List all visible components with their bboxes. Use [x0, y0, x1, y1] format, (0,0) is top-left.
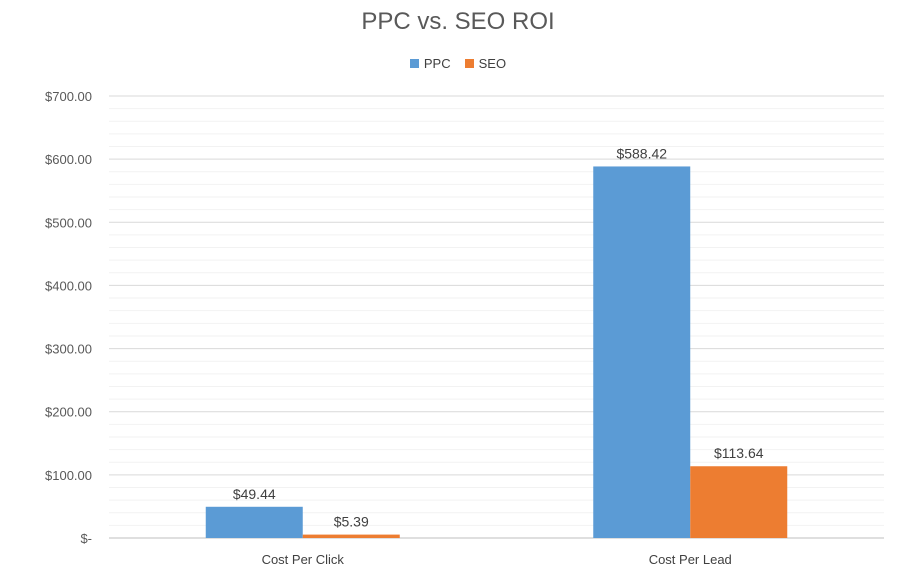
legend-item-seo: SEO — [464, 56, 507, 71]
data-label: $49.44 — [233, 486, 276, 502]
y-tick-label: $- — [80, 531, 92, 546]
legend-label-ppc: PPC — [423, 56, 451, 71]
legend-item-ppc: PPC — [409, 56, 451, 71]
x-category-label: Cost Per Click — [262, 552, 345, 567]
legend-swatch-ppc — [409, 59, 419, 68]
legend: PPC SEO — [0, 56, 916, 71]
legend-swatch-seo — [464, 59, 474, 68]
y-tick-label: $700.00 — [45, 89, 92, 104]
x-category-label: Cost Per Lead — [649, 552, 732, 567]
bar-seo — [302, 534, 400, 538]
y-tick-label: $200.00 — [45, 405, 92, 420]
bar-ppc — [593, 166, 691, 538]
y-tick-label: $500.00 — [45, 215, 92, 230]
bar-ppc — [205, 506, 303, 538]
data-label: $113.64 — [714, 445, 764, 461]
y-tick-label: $400.00 — [45, 278, 92, 293]
data-label: $588.42 — [616, 145, 667, 161]
chart-title: PPC vs. SEO ROI — [361, 8, 555, 35]
y-tick-label: $100.00 — [45, 468, 92, 483]
y-tick-label: $600.00 — [45, 152, 92, 167]
data-label: $5.39 — [334, 514, 369, 530]
y-tick-label: $300.00 — [45, 342, 92, 357]
legend-label-seo: SEO — [478, 56, 507, 71]
bar-seo — [690, 466, 788, 538]
